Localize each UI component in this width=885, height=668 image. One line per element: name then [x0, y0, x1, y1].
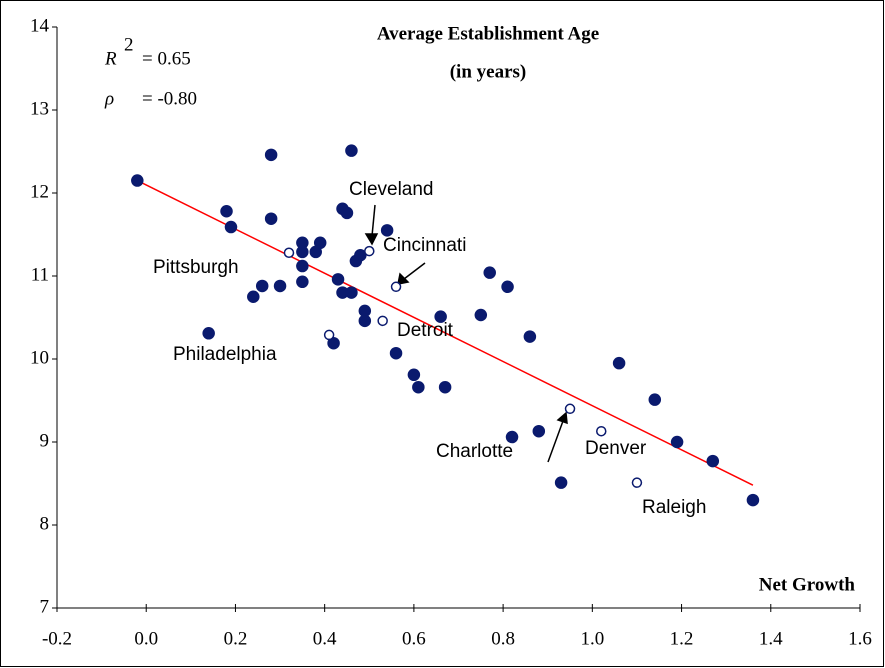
point: [438, 380, 452, 394]
point: [224, 220, 238, 234]
arrowhead: [364, 233, 379, 246]
point: [283, 247, 295, 259]
point: [390, 281, 402, 293]
x-tick-label: 0.0: [134, 628, 158, 649]
point: [474, 308, 488, 322]
point: [273, 279, 287, 293]
point-label: Philadelphia: [173, 344, 277, 365]
point: [247, 290, 260, 303]
point-label: Cleveland: [349, 179, 434, 200]
point: [380, 224, 394, 237]
y-tick-label: 12: [30, 181, 49, 202]
stat-symbol: R: [104, 48, 117, 69]
stat-sup: 2: [124, 34, 134, 55]
point-label: Charlotte: [436, 441, 513, 462]
point: [706, 454, 720, 468]
stat-symbol: ρ: [104, 88, 114, 109]
y-tick-label: 9: [40, 430, 50, 451]
trendline: [136, 179, 754, 486]
point: [331, 273, 345, 286]
y-tick-label: 13: [30, 98, 49, 119]
x-tick-label: -0.2: [42, 628, 72, 649]
arrowhead: [556, 411, 568, 425]
y-tick-label: 11: [31, 264, 49, 285]
y-tick-label: 8: [40, 513, 50, 534]
point: [220, 205, 233, 218]
point: [612, 356, 626, 370]
point: [483, 266, 496, 279]
point: [670, 435, 684, 449]
point: [296, 259, 309, 273]
y-tick-label: 7: [40, 596, 50, 617]
point: [131, 174, 144, 187]
point: [309, 245, 322, 259]
point: [202, 327, 215, 340]
y-tick-label: 10: [30, 347, 49, 368]
arrowhead: [397, 272, 410, 285]
point: [340, 206, 354, 220]
arrows: [364, 204, 568, 463]
point: [358, 314, 372, 328]
point: [327, 336, 340, 350]
point: [532, 424, 546, 438]
point: [631, 477, 643, 488]
point: [264, 148, 278, 162]
point-label: Cincinnati: [383, 235, 466, 256]
point: [296, 275, 309, 289]
x-tick-label: 0.4: [313, 628, 337, 649]
point: [389, 346, 403, 360]
point: [596, 425, 607, 437]
point-label: Raleigh: [642, 497, 706, 518]
stat-text: = 0.65: [142, 48, 191, 69]
arrow: [547, 420, 564, 463]
point: [554, 476, 568, 489]
x-tick-label: 1.6: [848, 628, 872, 649]
point: [354, 249, 367, 262]
arrow: [403, 262, 426, 280]
chart-title: Average Establishment Age: [377, 23, 599, 44]
x-tick-label: 1.4: [759, 628, 783, 649]
x-tick-label: 0.8: [491, 628, 515, 649]
y-tick-label: 14: [30, 15, 50, 36]
point: [264, 212, 278, 225]
x-tick-label: 1.0: [580, 628, 604, 649]
point: [648, 393, 662, 406]
point: [377, 315, 388, 327]
point: [255, 279, 269, 293]
point: [412, 380, 425, 394]
point-label: Detroit: [397, 320, 454, 341]
point: [345, 144, 358, 157]
point: [523, 330, 537, 343]
x-tick-label: 1.2: [670, 628, 694, 649]
point: [296, 245, 309, 259]
point: [501, 280, 514, 294]
point: [505, 430, 519, 444]
x-axis-label: Net Growth: [759, 574, 856, 595]
x-tick-label: 0.6: [402, 628, 426, 649]
point: [434, 310, 447, 323]
point: [564, 403, 576, 415]
arrow: [371, 204, 376, 237]
point-label: Denver: [585, 438, 647, 459]
point-label: Pittsburgh: [153, 257, 239, 278]
point: [746, 493, 760, 507]
x-tick-label: 0.2: [224, 628, 248, 649]
point: [407, 368, 421, 382]
stat-text: = -0.80: [142, 88, 197, 109]
point: [323, 329, 335, 341]
chart-title: (in years): [450, 61, 527, 82]
point: [364, 245, 375, 257]
point: [345, 286, 358, 299]
